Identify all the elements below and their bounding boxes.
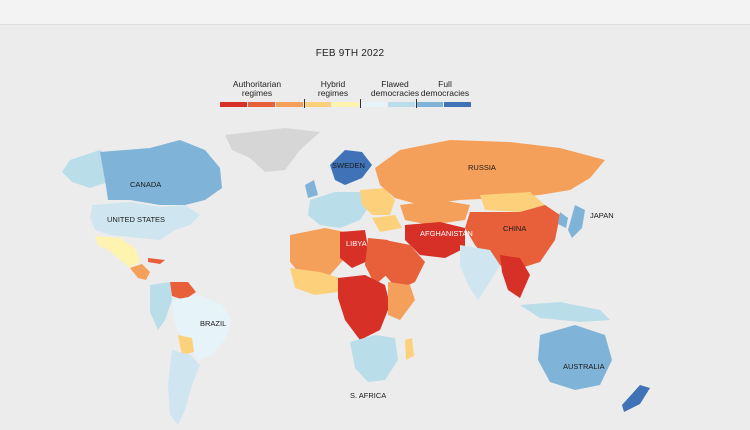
region-mongolia xyxy=(480,192,545,212)
region-west-europe xyxy=(308,192,370,228)
legend-swatch xyxy=(444,102,471,107)
map-date: FEB 9TH 2022 xyxy=(315,48,385,59)
region-north-africa-west xyxy=(290,228,345,280)
legend-swatch xyxy=(304,102,331,107)
region-cuba xyxy=(148,258,165,264)
legend-tick-1 xyxy=(304,99,305,108)
region-kazakhstan xyxy=(400,200,470,225)
legend: Authoritarian regimes Hybrid regimes Flawe… xyxy=(220,80,472,112)
top-bar xyxy=(0,0,750,25)
region-australia xyxy=(538,325,612,390)
legend-swatch xyxy=(220,102,247,107)
region-egypt-sudan xyxy=(365,238,392,285)
region-bolivia xyxy=(178,335,194,355)
region-east-africa xyxy=(388,282,415,320)
region-turkey xyxy=(372,215,402,232)
legend-color-scale xyxy=(220,102,472,107)
region-west-africa xyxy=(290,268,340,295)
region-canada xyxy=(100,140,222,205)
region-usa xyxy=(90,202,200,240)
legend-label-hybrid: Hybrid regimes xyxy=(317,79,349,98)
region-alaska xyxy=(62,150,110,188)
legend-swatch xyxy=(388,102,415,107)
region-uk xyxy=(305,180,318,198)
label-s-africa: S. AFRICA xyxy=(350,391,386,400)
region-indonesia xyxy=(520,302,610,322)
legend-tick-3 xyxy=(416,99,417,108)
label-canada: CANADA xyxy=(130,180,161,189)
legend-swatch xyxy=(332,102,359,107)
legend-swatch xyxy=(416,102,443,107)
region-russia xyxy=(375,140,605,205)
label-russia: RUSSIA xyxy=(468,163,496,172)
region-arabia xyxy=(378,240,425,290)
label-sweden: SWEDEN xyxy=(332,161,365,170)
legend-swatch xyxy=(248,102,275,107)
label-libya: LIBYA xyxy=(346,239,367,248)
region-southeast-asia xyxy=(500,255,530,298)
region-korea xyxy=(558,212,568,228)
region-colombia-peru xyxy=(150,282,172,330)
region-iran-afghanistan xyxy=(405,222,465,258)
region-venezuela xyxy=(170,282,196,300)
region-libya xyxy=(340,230,370,268)
legend-label-full: Full democracies xyxy=(420,79,470,98)
region-india xyxy=(460,245,500,300)
region-japan xyxy=(568,205,585,238)
label-china: CHINA xyxy=(503,224,526,233)
region-central-africa xyxy=(338,275,390,340)
label-australia: AUSTRALIA xyxy=(563,362,605,371)
label-afghanistan: AFGHANISTAN xyxy=(420,229,473,238)
legend-swatch xyxy=(360,102,387,107)
label-brazil: BRAZIL xyxy=(200,319,226,328)
region-southern-africa xyxy=(350,335,398,382)
region-east-europe xyxy=(360,188,395,215)
legend-label-authoritarian: Authoritarian regimes xyxy=(232,79,282,98)
region-new-zealand xyxy=(622,385,650,412)
region-argentina-chile xyxy=(168,350,200,425)
label-usa: UNITED STATES xyxy=(107,215,165,224)
region-mexico xyxy=(95,236,140,268)
label-japan: JAPAN xyxy=(590,211,614,220)
region-central-america xyxy=(130,264,150,280)
region-greenland xyxy=(225,128,320,172)
legend-swatch xyxy=(276,102,303,107)
region-madagascar xyxy=(405,338,414,360)
legend-label-flawed: Flawed democracies xyxy=(370,79,420,98)
region-scandinavia xyxy=(330,150,372,185)
legend-tick-2 xyxy=(360,99,361,108)
